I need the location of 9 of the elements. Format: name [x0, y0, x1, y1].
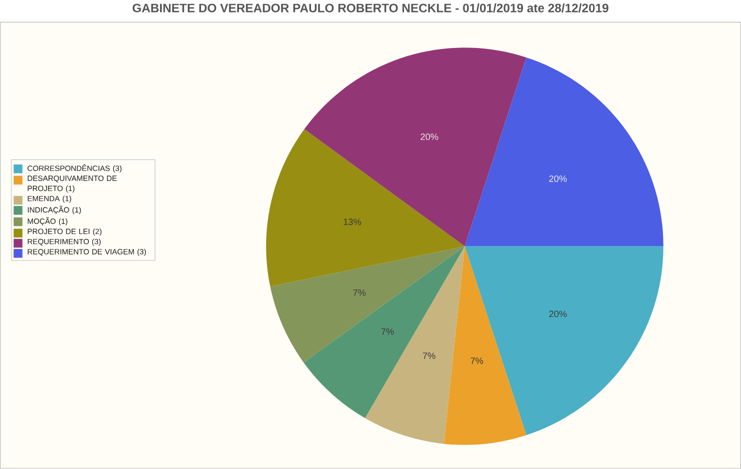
- data-label: 13%: [344, 218, 362, 226]
- chart-title: GABINETE DO VEREADOR PAULO ROBERTO NECKLE - 01/01/2019 ate 28/12/2019: [132, 4, 608, 13]
- data-label: 7%: [422, 352, 436, 360]
- data-label: 7%: [353, 290, 366, 296]
- data-label: 7%: [470, 358, 484, 364]
- data-label: 20%: [549, 176, 567, 182]
- data-label: 20%: [420, 134, 438, 140]
- data-label: 20%: [549, 310, 567, 318]
- data-label: 7%: [381, 328, 394, 336]
